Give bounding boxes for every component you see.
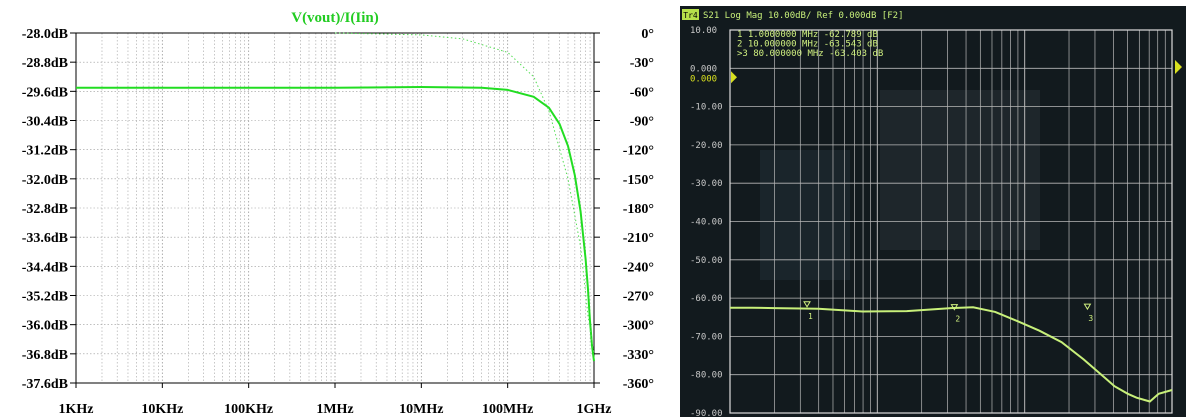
y-tick-label-right: -330° bbox=[623, 348, 654, 363]
vna-screen: 1 2 3 10.00 0.000 -10.00 -20.00 -30.00 -40.00 -5… bbox=[680, 6, 1186, 417]
x-tick-label: 10MHz bbox=[399, 402, 443, 417]
marker-readout-line: >3 80.000000 MHz -63.403 dB bbox=[737, 49, 883, 59]
x-tick-label: 1KHz bbox=[59, 402, 94, 417]
y-tick-label-right: -120° bbox=[623, 144, 654, 159]
x-tick-label: 100KHz bbox=[224, 402, 273, 417]
y-tick-label-left: -36.8dB bbox=[22, 348, 68, 363]
chart-title: V(vout)/I(Iin) bbox=[291, 10, 379, 26]
y-tick-label-left: -32.8dB bbox=[22, 202, 68, 217]
y-tick-label: -30.00 bbox=[690, 179, 723, 189]
screen-glare bbox=[880, 90, 1040, 250]
y-tick-label-left: -32.0dB bbox=[22, 173, 68, 188]
y-tick-label-right: -210° bbox=[623, 231, 654, 246]
marker-readout-line: 1 1.0000000 MHz -62.789 dB bbox=[737, 30, 878, 40]
marker-readout-line: 2 10.000000 MHz -63.543 dB bbox=[737, 40, 878, 50]
y-tick-label-right: -360° bbox=[623, 377, 654, 392]
series-group bbox=[76, 32, 595, 362]
y-tick-label-right: 0° bbox=[641, 27, 654, 42]
y-tick-label-left: -33.6dB bbox=[22, 231, 68, 246]
y-tick-label: 10.00 bbox=[690, 26, 717, 36]
y-tick-label-left: -31.2dB bbox=[22, 144, 68, 159]
marker-triangle-icon bbox=[803, 301, 811, 308]
right-axis-ticks: 0° -30° -60° -90° -120° -150° -180° -210° -240° -… bbox=[594, 27, 654, 392]
y-tick-label-left: -36.0dB bbox=[22, 319, 68, 334]
y-tick-label-left: -35.2dB bbox=[22, 290, 68, 305]
trace-badge: Tr4 bbox=[683, 11, 698, 20]
marker-id-label: 1 bbox=[808, 312, 813, 321]
trace-badge-box bbox=[682, 9, 699, 20]
y-tick-label-right: -150° bbox=[623, 173, 654, 188]
y-tick-label-left: -29.6dB bbox=[22, 85, 68, 100]
y-tick-label-right: -30° bbox=[630, 56, 654, 71]
marker-triangle-icon bbox=[1083, 303, 1092, 311]
y-tick-label: -70.00 bbox=[690, 332, 723, 342]
y-tick-label-right: -300° bbox=[623, 319, 654, 334]
y-tick-label: -60.00 bbox=[690, 294, 723, 304]
y-tick-label-left: -28.0dB bbox=[22, 27, 68, 42]
y-tick-label-left: -28.8dB bbox=[22, 56, 68, 71]
series-group: 1 2 3 bbox=[730, 301, 1173, 403]
y-tick-label: -50.00 bbox=[690, 256, 723, 266]
screen-glare bbox=[760, 150, 850, 280]
y-tick-label: -80.00 bbox=[690, 371, 723, 381]
marker-id-label: 2 bbox=[955, 315, 960, 324]
x-tick-label: 100MHz bbox=[482, 402, 533, 417]
y-tick-label-left: -30.4dB bbox=[22, 115, 68, 130]
marker-triangle-icon bbox=[950, 304, 959, 311]
plot-frame bbox=[729, 29, 1173, 414]
reference-arrow-icon bbox=[731, 71, 737, 84]
y-axis-ticks: 10.00 0.000 -10.00 -20.00 -30.00 -40.00 -50.00… bbox=[690, 26, 737, 417]
y-tick-label-right: -90° bbox=[630, 115, 654, 130]
y-tick-label-right: -180° bbox=[623, 202, 654, 217]
trace-line bbox=[730, 306, 1173, 403]
y-tick-label-left: -37.6dB bbox=[22, 377, 68, 392]
phase-series-line bbox=[334, 32, 595, 354]
y-tick-label-left: -34.4dB bbox=[22, 260, 68, 275]
marker-readout: 1 1.0000000 MHz -62.789 dB2 10.000000 MH… bbox=[737, 30, 883, 59]
y-tick-label: -40.00 bbox=[690, 218, 723, 228]
left-axis-ticks: -28.0dB -28.8dB -29.6dB -30.4dB -31.2dB -32.0… bbox=[22, 27, 76, 392]
reference-label: 0.000 bbox=[690, 74, 717, 84]
marker-id-label: 3 bbox=[1088, 314, 1093, 323]
x-tick-label: 1MHz bbox=[316, 402, 353, 417]
y-tick-label: -10.00 bbox=[690, 103, 723, 113]
magnitude-series-line bbox=[76, 85, 595, 362]
trace-header: S21 Log Mag 10.00dB/ Ref 0.000dB [F2] bbox=[703, 11, 903, 21]
x-tick-label: 10KHz bbox=[141, 402, 183, 417]
y-tick-label-right: -240° bbox=[623, 260, 654, 275]
y-tick-label: -20.00 bbox=[690, 141, 723, 151]
y-tick-label: -90.00 bbox=[690, 409, 723, 417]
reference-arrow-icon bbox=[1175, 60, 1182, 74]
y-tick-label-right: -60° bbox=[630, 85, 654, 100]
x-axis-ticks: 1KHz 10KHz 100KHz 1MHz 10MHz 100MHz 1GHz bbox=[59, 383, 612, 417]
y-tick-label: 0.000 bbox=[690, 64, 717, 74]
x-tick-label: 1GHz bbox=[577, 402, 612, 417]
y-tick-label-right: -270° bbox=[623, 290, 654, 305]
simulation-bode-plot: V(vout)/I(Iin) -28.0dB -28.8dB -29.6dB -30.… bbox=[21, 10, 654, 417]
